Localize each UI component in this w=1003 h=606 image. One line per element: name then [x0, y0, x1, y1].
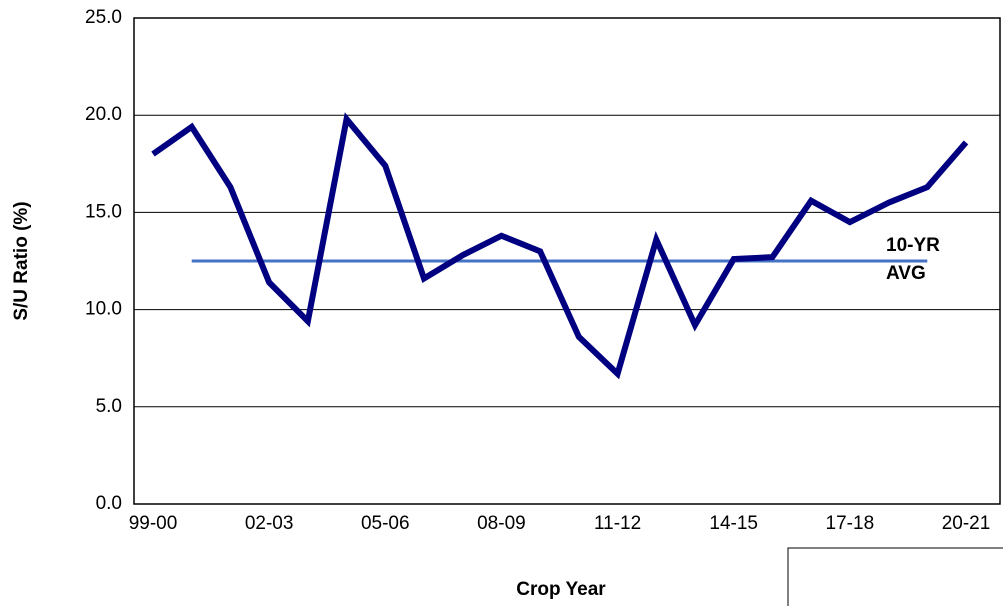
- y-tick-label: 15.0: [85, 201, 122, 222]
- x-tick-label: 17-18: [826, 513, 875, 534]
- x-tick-label: 02-03: [245, 513, 294, 534]
- y-tick-label: 0.0: [96, 493, 122, 514]
- y-tick-label: 10.0: [85, 299, 122, 320]
- x-axis-title: Crop Year: [516, 579, 606, 600]
- y-tick-label: 25.0: [85, 7, 122, 28]
- x-tick-label: 99-00: [129, 513, 178, 534]
- series-line: [151, 112, 969, 380]
- y-axis-title: S/U Ratio (%): [11, 201, 32, 320]
- x-tick-label: 20-21: [942, 513, 991, 534]
- y-tick-label: 20.0: [85, 104, 122, 125]
- x-tick-label: 05-06: [361, 513, 410, 534]
- blank-box: [787, 547, 1003, 606]
- y-tick-label: 5.0: [96, 396, 122, 417]
- x-tick-label: 14-15: [709, 513, 758, 534]
- avg-label: 10-YR AVG: [886, 235, 940, 284]
- x-tick-label: 08-09: [477, 513, 526, 534]
- x-tick-label: 11-12: [594, 513, 641, 534]
